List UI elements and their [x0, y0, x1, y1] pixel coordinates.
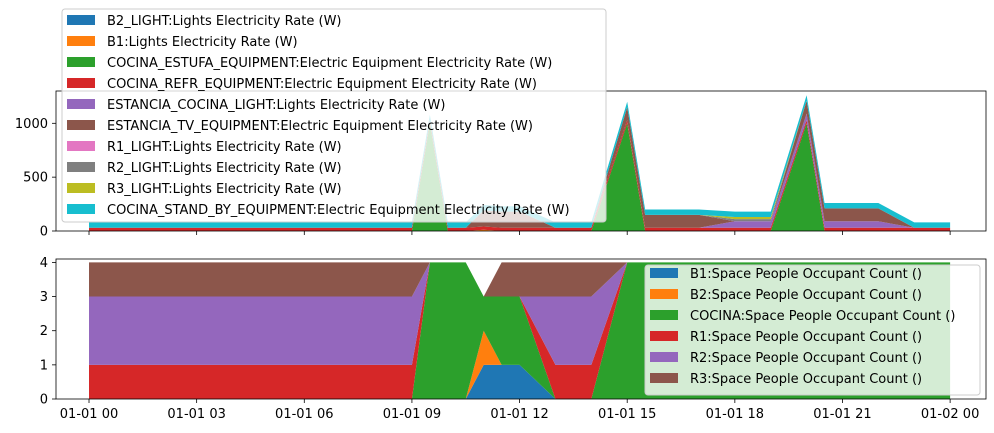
- bottom-y-tick-label: 2: [40, 324, 48, 339]
- bottom-legend-items: B1:Space People Occupant Count () B2:Spac…: [650, 267, 955, 387]
- top-y-tick-label: 500: [23, 171, 48, 186]
- top-legend-swatch: [67, 36, 95, 46]
- bottom-legend-box: [644, 264, 981, 396]
- bottom-legend-label: R2:Space People Occupant Count (): [690, 351, 922, 366]
- bottom-x-tick-label: 01-01 00: [60, 407, 118, 422]
- top-legend-swatch: [67, 99, 95, 109]
- bottom-legend-label: B1:Space People Occupant Count (): [690, 267, 922, 282]
- bottom-y-tick-label: 4: [40, 256, 48, 271]
- top-y-ticks: 0 500 1000: [15, 117, 56, 240]
- bottom-legend-label: R1:Space People Occupant Count (): [690, 330, 922, 345]
- bottom-y-tick-label: 3: [40, 290, 48, 305]
- top-y-tick-label: 1000: [15, 117, 48, 132]
- bottom-legend-swatch: [650, 310, 678, 320]
- top-legend-label: B1:Lights Electricity Rate (W): [107, 35, 298, 50]
- bottom-area-5: [89, 262, 951, 297]
- bottom-area-3: [89, 262, 951, 399]
- bottom-legend: B1:Space People Occupant Count () B2:Spac…: [644, 264, 981, 396]
- bottom-y-ticks: 0 1 2 3 4: [40, 256, 56, 408]
- top-legend: B2_LIGHT:Lights Electricity Rate (W) B1:L…: [61, 8, 607, 223]
- bottom-legend-label: COCINA:Space People Occupant Count (): [690, 309, 955, 324]
- top-legend-box: [61, 8, 607, 223]
- bottom-legend-swatch: [650, 289, 678, 299]
- top-legend-label: R3_LIGHT:Lights Electricity Rate (W): [107, 182, 342, 197]
- top-area-series: [89, 95, 951, 231]
- top-legend-label: COCINA_ESTUFA_EQUIPMENT:Electric Equipme…: [107, 56, 552, 71]
- bottom-x-tick-label: 01-01 21: [813, 407, 871, 422]
- top-legend-label: B2_LIGHT:Lights Electricity Rate (W): [107, 14, 342, 29]
- top-area-5: [89, 100, 951, 228]
- top-x-ticks: [88, 231, 951, 235]
- bottom-legend-label: R3:Space People Occupant Count (): [690, 372, 922, 387]
- top-legend-swatch: [67, 183, 95, 193]
- bottom-legend-swatch: [650, 331, 678, 341]
- top-legend-swatch: [67, 162, 95, 172]
- top-legend-label: ESTANCIA_COCINA_LIGHT:Lights Electricity…: [107, 98, 445, 113]
- bottom-x-ticks: 01-01 00 01-01 03 01-01 06 01-01 09 01-01 12…: [60, 399, 979, 422]
- bottom-legend-label: B2:Space People Occupant Count (): [690, 288, 922, 303]
- top-legend-swatch: [67, 141, 95, 151]
- top-legend-label: R1_LIGHT:Lights Electricity Rate (W): [107, 140, 342, 155]
- top-legend-label: COCINA_STAND_BY_EQUIPMENT:Electric Equip…: [107, 203, 570, 218]
- top-legend-swatch: [67, 57, 95, 67]
- bottom-x-tick-label: 01-01 06: [275, 407, 333, 422]
- bottom-y-tick-label: 0: [40, 393, 48, 408]
- top-legend-items: B2_LIGHT:Lights Electricity Rate (W) B1:L…: [67, 14, 570, 218]
- bottom-x-tick-label: 01-02 00: [921, 407, 979, 422]
- top-legend-swatch: [67, 78, 95, 88]
- bottom-x-tick-label: 01-01 15: [598, 407, 656, 422]
- top-y-tick-label: 0: [40, 225, 48, 240]
- bottom-x-tick-label: 01-01 12: [490, 407, 548, 422]
- bottom-legend-swatch: [650, 373, 678, 383]
- bottom-axes-frame: [55, 258, 987, 400]
- top-legend-swatch: [67, 120, 95, 130]
- top-legend-label: R2_LIGHT:Lights Electricity Rate (W): [107, 161, 342, 176]
- bottom-x-tick-label: 01-01 09: [383, 407, 441, 422]
- bottom-x-tick-label: 01-01 03: [167, 407, 225, 422]
- bottom-area-0: [89, 364, 951, 399]
- bottom-area-4: [89, 262, 951, 365]
- top-legend-swatch: [67, 204, 95, 214]
- bottom-x-tick-label: 01-01 18: [706, 407, 764, 422]
- bottom-y-tick-label: 1: [40, 358, 48, 373]
- top-legend-label: ESTANCIA_TV_EQUIPMENT:Electric Equipment…: [107, 119, 533, 134]
- bottom-legend-swatch: [650, 268, 678, 278]
- top-legend-swatch: [67, 15, 95, 25]
- top-legend-label: COCINA_REFR_EQUIPMENT:Electric Equipment…: [107, 77, 537, 92]
- bottom-legend-swatch: [650, 352, 678, 362]
